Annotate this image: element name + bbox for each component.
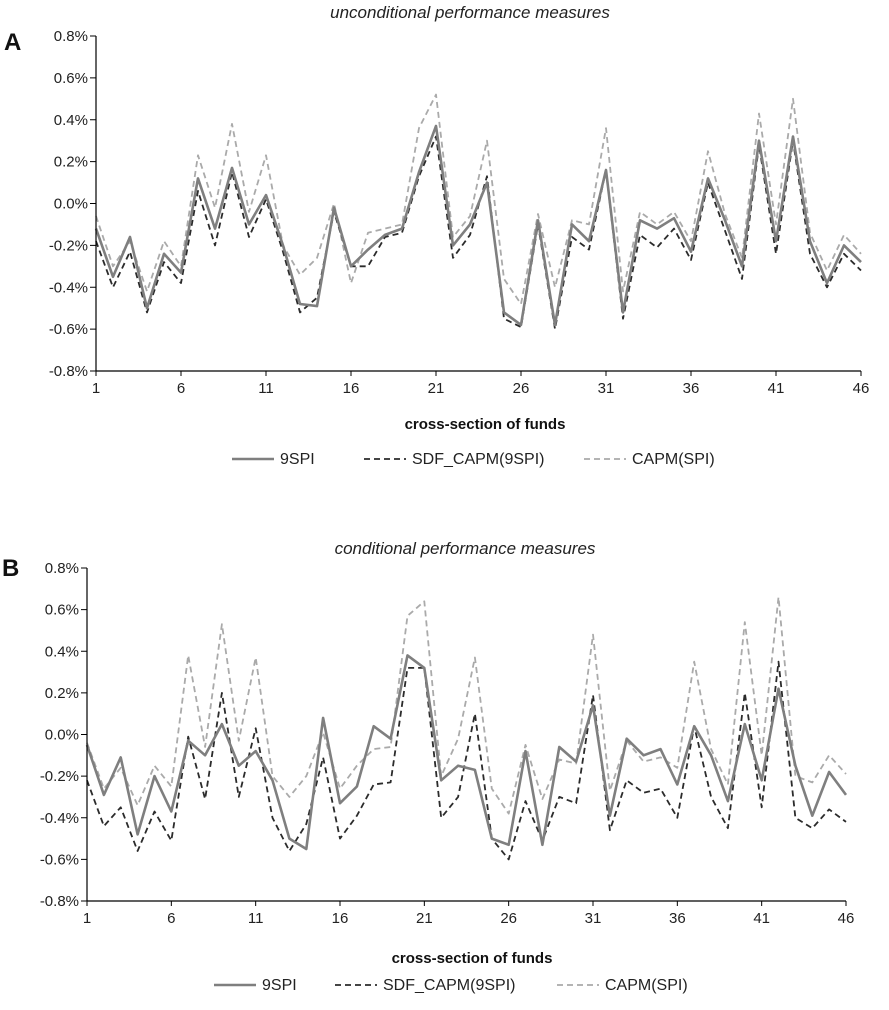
panel-a-x-tick-labels: 1 6 11 16 21 26 31 36 41 46 — [92, 380, 870, 397]
panel-b-x-tick-label: 6 — [167, 910, 175, 927]
panel-b-y-tick-label: 0.6% — [45, 602, 79, 619]
panel-b-title: conditional performance measures — [335, 539, 596, 558]
panel-b-y-tick-label: 0.4% — [45, 643, 79, 660]
panel-a-y-tick-label: 0.0% — [54, 196, 88, 213]
panel-a-y-tick-label: 0.8% — [54, 28, 88, 45]
panel-b-legend-label: 9SPI — [262, 977, 297, 994]
panel-b-y-tick-label: 0.8% — [45, 560, 79, 577]
panel-b-x-tick-labels: 1 6 11 16 21 26 31 36 41 46 — [83, 910, 855, 927]
panel-a-x-tick-label: 16 — [343, 380, 360, 397]
panel-b-lines — [85, 596, 848, 861]
panel-b-series-line-9spi — [85, 654, 848, 851]
panel-a-x-axis-title: cross-section of funds — [405, 416, 566, 433]
panel-b-letter: B — [2, 555, 19, 582]
panel-b-y-tick-label: 0.2% — [45, 685, 79, 702]
panel-b-series-line-sdf-capm-9spi — [86, 660, 847, 861]
panel-a-ticks — [90, 35, 862, 376]
panel-b-y-tick-label: 0.0% — [45, 727, 79, 744]
panel-b-x-tick-label: 26 — [500, 910, 517, 927]
panel-b-y-tick-label: -0.4% — [40, 810, 79, 827]
panel-b-x-tick-label: 41 — [753, 910, 770, 927]
panel-b-y-tick-label: -0.6% — [40, 851, 79, 868]
panel-b-y-tick-label: -0.8% — [40, 893, 79, 910]
panel-b-legend-label: CAPM(SPI) — [605, 977, 688, 994]
panel-a-y-tick-labels: -0.8% -0.6% -0.4% -0.2% 0.0% 0.2% 0.4% 0.6% 0.8% — [49, 28, 88, 380]
panel-a-x-tick-label: 11 — [258, 380, 274, 397]
panel-a-y-tick-label: -0.2% — [49, 237, 88, 254]
panel-b-legend-label: SDF_CAPM(9SPI) — [383, 977, 515, 994]
panel-a-x-tick-label: 1 — [92, 380, 100, 397]
panel-b-series-line-capm-spi — [86, 596, 847, 815]
panel-a-legend-label: 9SPI — [280, 451, 315, 468]
panel-b-x-tick-label: 21 — [416, 910, 433, 927]
panel-a-x-tick-label: 6 — [177, 380, 185, 397]
panel-a-legend-label: CAPM(SPI) — [632, 451, 715, 468]
panel-a-letter: A — [4, 29, 21, 56]
panel-a-y-tick-label: -0.8% — [49, 363, 88, 380]
panel-b-y-tick-label: -0.2% — [40, 768, 79, 785]
panel-a-title: unconditional performance measures — [330, 3, 610, 22]
panel-a-legend-label: SDF_CAPM(9SPI) — [412, 451, 544, 468]
panel-b-y-tick-labels: -0.8% -0.6% -0.4% -0.2% 0.0% 0.2% 0.4% 0.6% 0.8% — [40, 560, 79, 910]
panel-a-x-tick-label: 41 — [768, 380, 785, 397]
panel-a-y-tick-label: -0.4% — [49, 279, 88, 296]
panel-a-x-tick-label: 26 — [513, 380, 530, 397]
panel-a-x-tick-label: 21 — [428, 380, 445, 397]
panel-a-lines — [94, 93, 862, 331]
panel-b: B conditional performance measures -0.8%… — [2, 539, 854, 994]
panel-a-y-tick-label: 0.4% — [54, 112, 88, 129]
panel-a-y-tick-label: 0.6% — [54, 70, 88, 87]
panel-b-x-tick-label: 11 — [248, 910, 264, 927]
panel-a-x-tick-label: 36 — [683, 380, 700, 397]
panel-b-x-tick-label: 36 — [669, 910, 686, 927]
panel-b-x-tick-label: 1 — [83, 910, 91, 927]
panel-a-x-tick-label: 31 — [598, 380, 615, 397]
panel-a-x-tick-label: 46 — [853, 380, 870, 397]
panel-b-x-tick-label: 46 — [838, 910, 855, 927]
panel-b-x-tick-label: 16 — [332, 910, 349, 927]
panel-b-x-tick-label: 31 — [585, 910, 602, 927]
panel-a-series-line-capm-spi — [95, 93, 862, 305]
panel-b-ticks — [81, 567, 847, 906]
panel-a-y-tick-label: -0.6% — [49, 321, 88, 338]
panel-b-x-axis-title: cross-section of funds — [392, 950, 553, 967]
panel-a-legend: 9SPI SDF_CAPM(9SPI) CAPM(SPI) — [232, 451, 715, 468]
panel-a: A unconditional performance measures -0.… — [4, 3, 869, 468]
panel-a-y-tick-label: 0.2% — [54, 154, 88, 171]
panel-b-legend: 9SPI SDF_CAPM(9SPI) CAPM(SPI) — [214, 977, 688, 994]
panel-a-series-line-9spi — [94, 124, 862, 327]
